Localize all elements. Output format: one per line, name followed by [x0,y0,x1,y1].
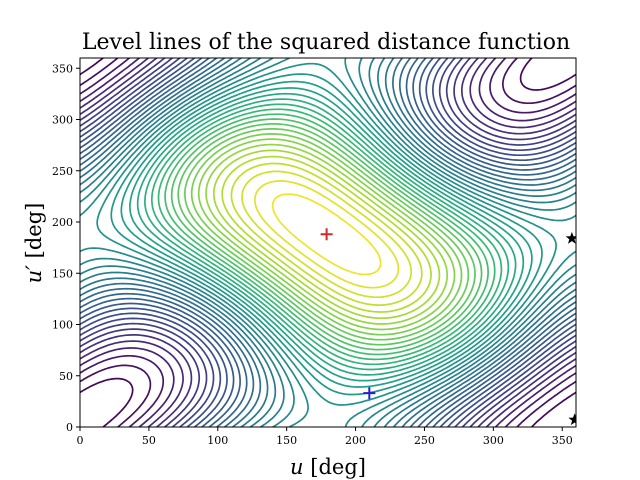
y-tick-label: 50 [59,370,73,383]
x-tick-label: 350 [552,434,573,447]
contour-level-line [212,149,441,320]
contour-level-line [80,58,576,427]
star-marker [568,413,576,426]
contour-level-line [205,143,449,325]
contour-level-line [80,58,576,427]
contour-level-line [254,180,400,289]
y-tick-label: 100 [52,319,73,332]
contour-level-line [177,123,476,346]
y-axis-ticks: 0 50 100 150 200 250 300 350 [52,62,80,434]
x-axis-symbol: u [290,455,304,479]
contour-level-line [157,108,496,361]
x-axis-ticks: 0 50 100 150 200 250 300 350 [77,427,573,447]
plot-frame [79,57,577,428]
contour-level-line [80,58,576,427]
contour-level-line [80,58,576,427]
contour-level-line [271,193,382,276]
y-tick-label: 350 [52,62,73,75]
contour-level-line [184,128,470,341]
x-tick-label: 150 [276,434,297,447]
x-tick-label: 0 [77,434,84,447]
x-tick-label: 200 [345,434,366,447]
contour-level-line [164,113,489,356]
contour-level-line [80,58,576,427]
contour-level-line [144,98,510,371]
contour-level-line [80,58,576,427]
x-tick-label: 100 [207,434,228,447]
contour-level-line [80,58,576,427]
contour-level-line [136,92,517,376]
contour-level-line [197,138,456,331]
contour-level-line [129,87,525,382]
contour-level-line [120,80,533,388]
contour-level-line [230,162,423,306]
contour-level-line [80,58,576,427]
contour-level-line [80,58,576,427]
y-axis-symbol: u′ [22,265,46,284]
contour-level-line [170,118,483,351]
contour-level-line [80,58,576,427]
contour-level-line [80,58,576,427]
contour-level-line [80,58,576,427]
contour-level-line [110,73,543,396]
markers-layer [320,228,576,426]
y-axis-label: u′ [deg] [22,203,46,284]
contour-level-line [80,58,576,427]
x-tick-label: 50 [142,434,156,447]
chart-title: Level lines of the squared distance func… [82,30,570,55]
contour-level-line [96,62,557,406]
y-tick-label: 200 [52,216,73,229]
contour-level-line [241,170,413,299]
y-tick-label: 0 [66,421,73,434]
x-axis-unit: [deg] [310,455,366,479]
x-axis-label: u [deg] [290,455,366,479]
plus-marker [363,387,376,400]
contour-level-line [150,103,503,366]
x-tick-label: 250 [414,434,435,447]
plus-marker [320,228,333,241]
y-axis-unit: [deg] [22,203,46,259]
contour-level-line [221,155,432,313]
star-marker [565,231,576,244]
y-tick-label: 250 [52,165,73,178]
x-tick-label: 300 [483,434,504,447]
contour-level-line [80,58,576,427]
y-tick-label: 300 [52,114,73,127]
contour-level-line [190,133,463,336]
contour-level-line [80,58,576,427]
y-tick-label: 150 [52,267,73,280]
